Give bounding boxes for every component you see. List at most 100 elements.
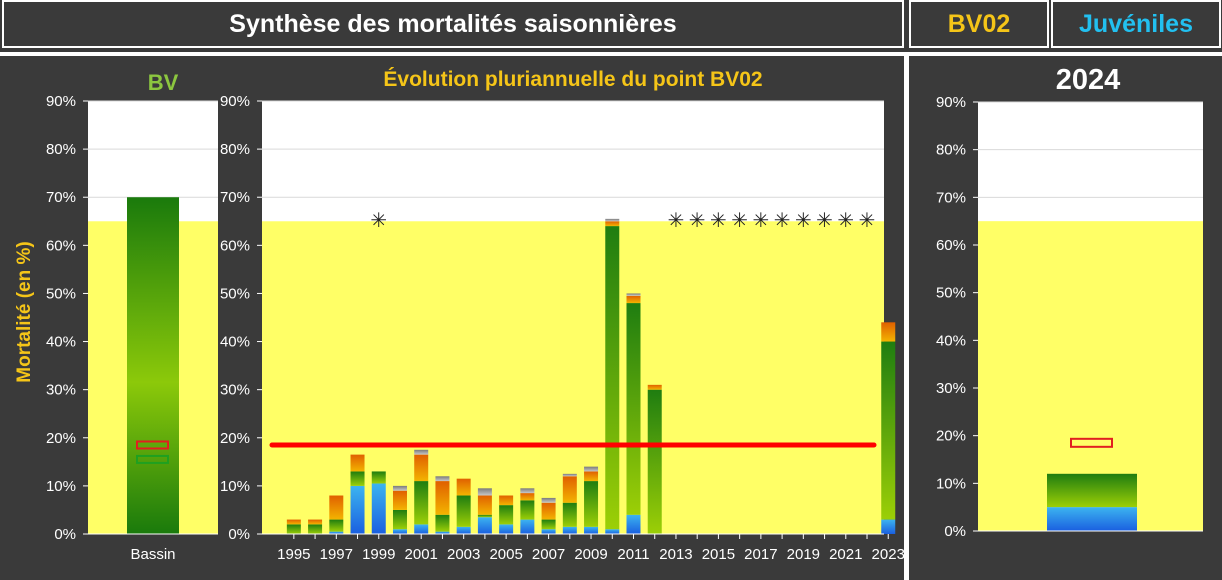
bv-y-tick-label: 40% — [46, 334, 76, 351]
evo-bar-green-2002 — [435, 514, 450, 532]
evo-x-tick-label: 2023 — [872, 546, 905, 563]
bv-y-tick-label: 60% — [46, 237, 76, 254]
evo-bar-green-2006 — [520, 500, 535, 520]
year-y-tick-label: 40% — [936, 332, 966, 349]
panel-separator — [904, 52, 909, 580]
evo-bar-orange-1997 — [329, 495, 344, 520]
year-bar-green — [1047, 473, 1137, 508]
evo-bar-grey-2007 — [541, 497, 556, 503]
evo-bar-blue-2001 — [414, 524, 429, 534]
evo-x-tick-label: 2017 — [744, 546, 777, 563]
evo-bar-green-2001 — [414, 481, 429, 525]
evo-bar-green-1996 — [308, 524, 323, 534]
no-data-marker-2015: ✳ — [710, 208, 727, 232]
evo-bar-green-2009 — [584, 481, 599, 527]
evo-bar-blue-2003 — [456, 526, 471, 534]
evo-y-tick-label: 20% — [220, 430, 250, 447]
evo-bar-orange-2006 — [520, 493, 535, 501]
evo-x-tick-label: 1999 — [362, 546, 395, 563]
evo-bar-green-2011 — [626, 303, 641, 515]
evo-bar-orange-2001 — [414, 454, 429, 482]
no-data-marker-2021: ✳ — [837, 208, 854, 232]
evo-x-tick-label: 2019 — [787, 546, 820, 563]
evo-bar-green-1998 — [350, 471, 365, 486]
evo-bar-blue-2004 — [477, 517, 492, 534]
year-y-tick-label: 60% — [936, 237, 966, 254]
year-chart-title: 2024 — [1055, 64, 1121, 96]
evo-bar-orange-2002 — [435, 481, 450, 515]
evo-x-tick-label: 2003 — [447, 546, 480, 563]
no-data-marker-2017: ✳ — [752, 208, 769, 232]
evo-bar-green-1995 — [286, 524, 301, 534]
evo-bar-blue-1997 — [329, 531, 344, 534]
evo-bar-green-2010 — [605, 226, 620, 530]
panel-top-border-left — [0, 52, 904, 56]
evo-bar-blue-2008 — [562, 526, 577, 534]
evo-x-tick-label: 2005 — [489, 546, 522, 563]
station-code: BV02 — [909, 0, 1049, 48]
evo-bar-blue-1999 — [371, 483, 386, 534]
evo-bar-blue-2009 — [584, 526, 599, 534]
no-data-marker-2016: ✳ — [731, 208, 748, 232]
evo-bar-green-2008 — [562, 502, 577, 527]
evo-bar-blue-2007 — [541, 529, 556, 534]
evo-bar-orange-2009 — [584, 471, 599, 482]
evo-x-tick-label: 1995 — [277, 546, 310, 563]
evo-bar-orange-1996 — [308, 519, 323, 525]
evo-x-tick-label: 2007 — [532, 546, 565, 563]
evo-bar-green-1997 — [329, 519, 344, 532]
evo-bar-blue-2023 — [881, 519, 896, 534]
evo-y-tick-label: 80% — [220, 141, 250, 158]
bv-y-tick-label: 20% — [46, 430, 76, 447]
evo-bar-orange-2003 — [456, 478, 471, 496]
no-data-marker-2018: ✳ — [774, 208, 791, 232]
year-y-tick-label: 10% — [936, 475, 966, 492]
evo-bar-orange-2005 — [499, 495, 514, 506]
bv-y-tick-label: 0% — [54, 526, 76, 543]
bv-y-tick-label: 90% — [46, 93, 76, 110]
evo-bar-orange-2007 — [541, 502, 556, 520]
evo-bar-grey-2009 — [584, 466, 599, 472]
evo-y-tick-label: 10% — [220, 478, 250, 495]
evo-bar-blue-2002 — [435, 531, 450, 534]
evo-bar-grey-2011 — [626, 293, 641, 296]
no-data-marker-2022: ✳ — [859, 208, 876, 232]
no-data-marker-2013: ✳ — [668, 208, 685, 232]
evo-bar-green-2000 — [392, 509, 407, 530]
evo-x-tick-label: 2013 — [659, 546, 692, 563]
panel-top-border-right — [909, 52, 1222, 56]
year-y-tick-label: 50% — [936, 285, 966, 302]
station-code-text: BV02 — [947, 9, 1011, 38]
bv-y-tick-label: 70% — [46, 189, 76, 206]
bv-y-tick-label: 50% — [46, 285, 76, 302]
evo-y-tick-label: 90% — [220, 93, 250, 110]
evo-x-tick-label: 2011 — [617, 546, 649, 563]
evo-y-tick-label: 70% — [220, 189, 250, 206]
evo-bar-orange-2023 — [881, 322, 896, 342]
evo-x-tick-label: 1997 — [320, 546, 353, 563]
evolution-chart-title: Évolution pluriannuelle du point BV02 — [383, 68, 763, 91]
evo-bar-grey-2002 — [435, 476, 450, 482]
evo-bar-orange-2008 — [562, 476, 577, 503]
evo-bar-green-2012 — [647, 389, 662, 534]
year-y-tick-label: 70% — [936, 189, 966, 206]
bv-y-tick-label: 80% — [46, 141, 76, 158]
year-red-box-marker — [1070, 437, 1113, 448]
evo-bar-blue-2011 — [626, 514, 641, 534]
evo-bar-green-2023 — [881, 341, 896, 520]
red-box-marker — [136, 440, 169, 450]
bv-chart-title: BV — [147, 70, 179, 95]
evo-bar-orange-2011 — [626, 295, 641, 304]
evo-x-tick-label: 2001 — [405, 546, 438, 563]
evo-bar-grey-2000 — [392, 485, 407, 491]
page-title-text: Synthèse des mortalités saisonnières — [229, 9, 677, 38]
bv-bar — [127, 197, 179, 534]
evo-bar-blue-2006 — [520, 519, 535, 534]
evo-bar-orange-1995 — [286, 519, 301, 525]
evo-bar-orange-2004 — [477, 495, 492, 515]
evo-x-tick-label: 2015 — [702, 546, 735, 563]
bv-y-tick-label: 10% — [46, 478, 76, 495]
evo-bar-green-2003 — [456, 495, 471, 527]
no-data-marker-1999: ✳ — [370, 208, 387, 232]
year-bar-blue — [1047, 507, 1137, 531]
